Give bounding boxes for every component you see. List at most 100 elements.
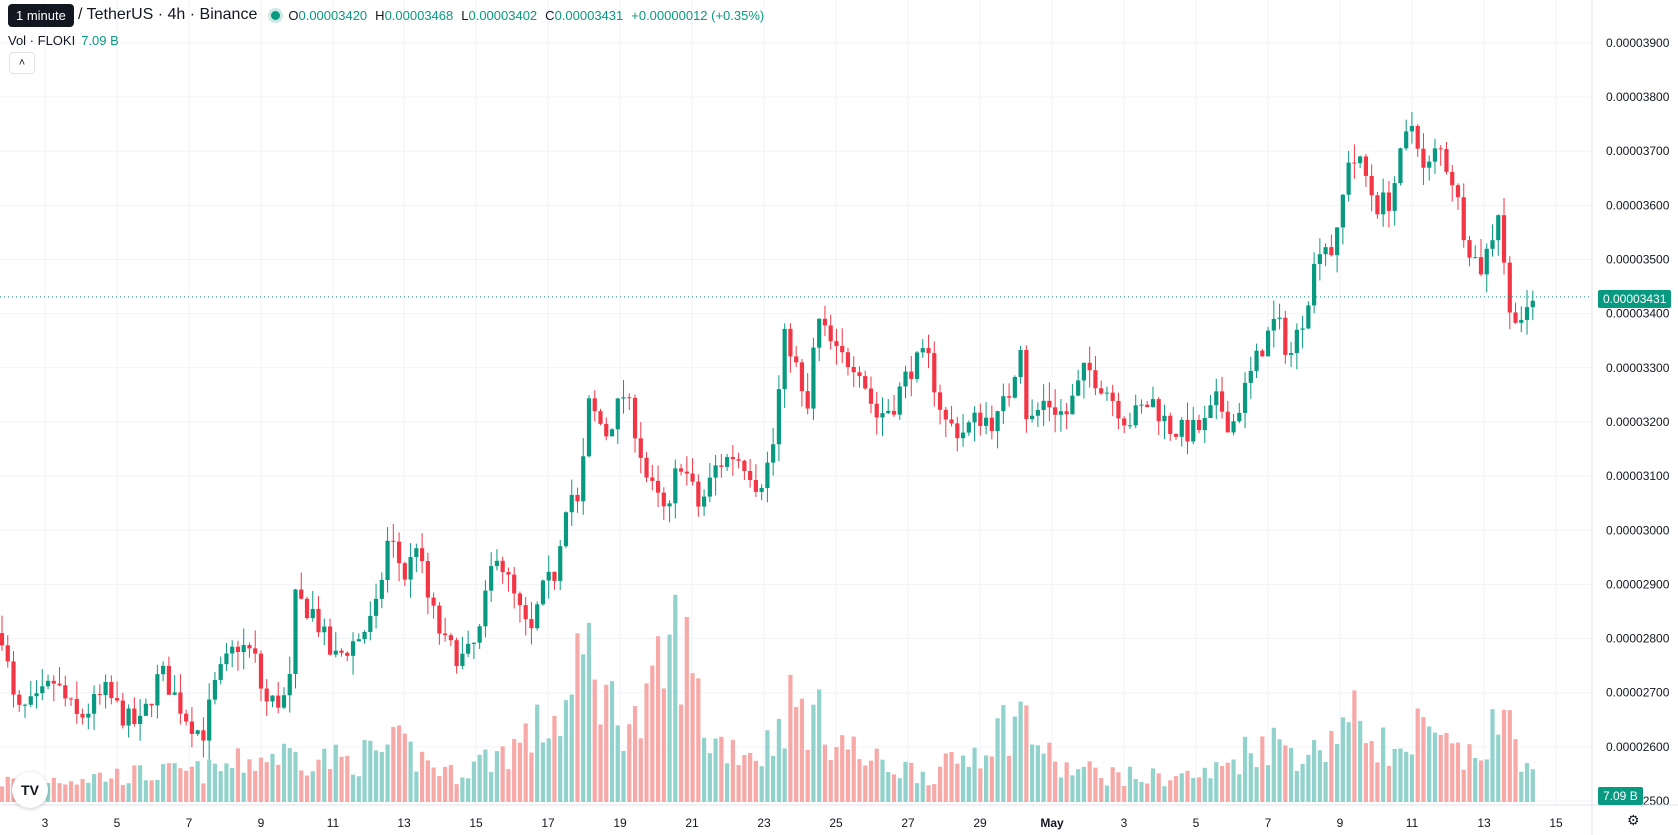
volume-bar xyxy=(339,756,344,802)
candle-body xyxy=(1168,415,1173,434)
candle-body xyxy=(327,626,333,655)
volume-bar xyxy=(1432,732,1438,802)
collapse-legend-button[interactable]: ˄ xyxy=(9,52,35,74)
volume-bar xyxy=(644,683,649,802)
time-tick-label: 11 xyxy=(327,816,340,830)
volume-bar xyxy=(1145,783,1150,802)
candle-body xyxy=(949,419,954,424)
volume-bar xyxy=(1473,757,1478,802)
candle-body xyxy=(396,541,402,564)
candle-body xyxy=(103,681,108,696)
time-tick-label: 15 xyxy=(469,816,483,830)
candle-body xyxy=(161,665,166,675)
candle-body xyxy=(500,560,505,573)
time-tick-label: 13 xyxy=(397,816,411,830)
candle-body xyxy=(408,557,413,580)
candle-body xyxy=(960,432,966,439)
volume-bar xyxy=(1041,753,1046,802)
candle-body xyxy=(799,362,805,392)
candle-body xyxy=(1012,377,1017,398)
time-tick-label: May xyxy=(1040,816,1064,830)
volume-bar xyxy=(1081,766,1087,802)
time-tick-label: 29 xyxy=(973,816,987,830)
logo-text: TV xyxy=(21,782,39,798)
candle-body xyxy=(1306,305,1311,329)
volume-bar xyxy=(489,772,494,802)
symbol-legend: 1 minute / TetherUS · 4h · Binance O0.00… xyxy=(8,4,764,27)
candle-body xyxy=(201,730,206,741)
candle-body xyxy=(91,694,97,714)
volume-bar xyxy=(713,738,718,802)
candle-body xyxy=(391,540,396,542)
volume-bar xyxy=(362,740,367,802)
candle-body xyxy=(759,488,764,492)
volume-bar xyxy=(558,735,563,802)
volume-bar xyxy=(189,766,195,802)
candle-body xyxy=(287,674,292,696)
candle-body xyxy=(1381,192,1386,215)
volume-bar xyxy=(776,718,782,802)
candle-body xyxy=(1461,197,1466,241)
time-tick-label: 9 xyxy=(1337,816,1344,830)
candle-body xyxy=(1444,149,1449,172)
volume-bar xyxy=(1283,745,1288,802)
volume-bar xyxy=(1438,734,1443,802)
volume-bar xyxy=(1346,722,1351,802)
candle-body xyxy=(851,367,856,373)
candle-body xyxy=(909,371,914,379)
candle-body xyxy=(903,371,908,387)
volume-bar xyxy=(1012,716,1017,802)
candle-body xyxy=(1438,148,1443,150)
candle-body xyxy=(195,730,200,734)
candle-body xyxy=(51,680,56,684)
candle-body xyxy=(627,397,632,399)
volume-bar xyxy=(224,763,229,802)
candle-body xyxy=(1035,409,1040,416)
candle-body xyxy=(886,410,891,414)
ohlc-high: H0.00003468 xyxy=(375,7,454,23)
volume-bar xyxy=(1110,767,1115,802)
candle-body xyxy=(230,646,235,654)
volume-bar xyxy=(1519,771,1524,802)
candle-body xyxy=(805,391,810,409)
candle-body xyxy=(655,480,661,493)
volume-bar xyxy=(1317,750,1322,802)
price-tick-label: 0.00002600 xyxy=(1606,740,1670,754)
volume-bar xyxy=(258,757,264,802)
candle-body xyxy=(788,328,793,357)
candle-body xyxy=(966,422,971,433)
candle-body xyxy=(1202,418,1207,431)
volume-bar xyxy=(937,766,943,802)
volume-bar xyxy=(707,753,712,802)
candle-body xyxy=(874,403,879,418)
volume-bar xyxy=(1461,769,1466,802)
candle-body xyxy=(1363,156,1369,176)
candle-body xyxy=(489,566,494,591)
volume-bar xyxy=(109,778,114,802)
candle-body xyxy=(1283,317,1288,355)
gear-icon[interactable]: ⚙ xyxy=(1627,812,1640,828)
tradingview-logo[interactable]: TV xyxy=(12,772,48,808)
volume-bar xyxy=(230,767,235,802)
volume-bar xyxy=(845,749,851,802)
volume-bar xyxy=(523,723,528,802)
candle-body xyxy=(845,352,851,368)
volume-bar xyxy=(736,765,741,802)
candle-body xyxy=(63,685,68,699)
candle-body xyxy=(1179,419,1184,437)
volume-bar xyxy=(650,665,655,802)
candle-body xyxy=(1312,263,1317,306)
volume-bar xyxy=(1265,765,1271,802)
volume-bar xyxy=(506,769,511,802)
candle-body xyxy=(172,692,177,695)
candle-body xyxy=(1265,330,1271,357)
volume-bar xyxy=(1312,740,1317,802)
volume-bar xyxy=(1070,775,1075,802)
volume-bar xyxy=(1168,780,1173,802)
volume-bar xyxy=(540,742,546,802)
candle-body xyxy=(1047,400,1052,408)
symbol-title[interactable]: / TetherUS · 4h · Binance xyxy=(78,6,258,23)
volume-bar xyxy=(253,770,258,802)
